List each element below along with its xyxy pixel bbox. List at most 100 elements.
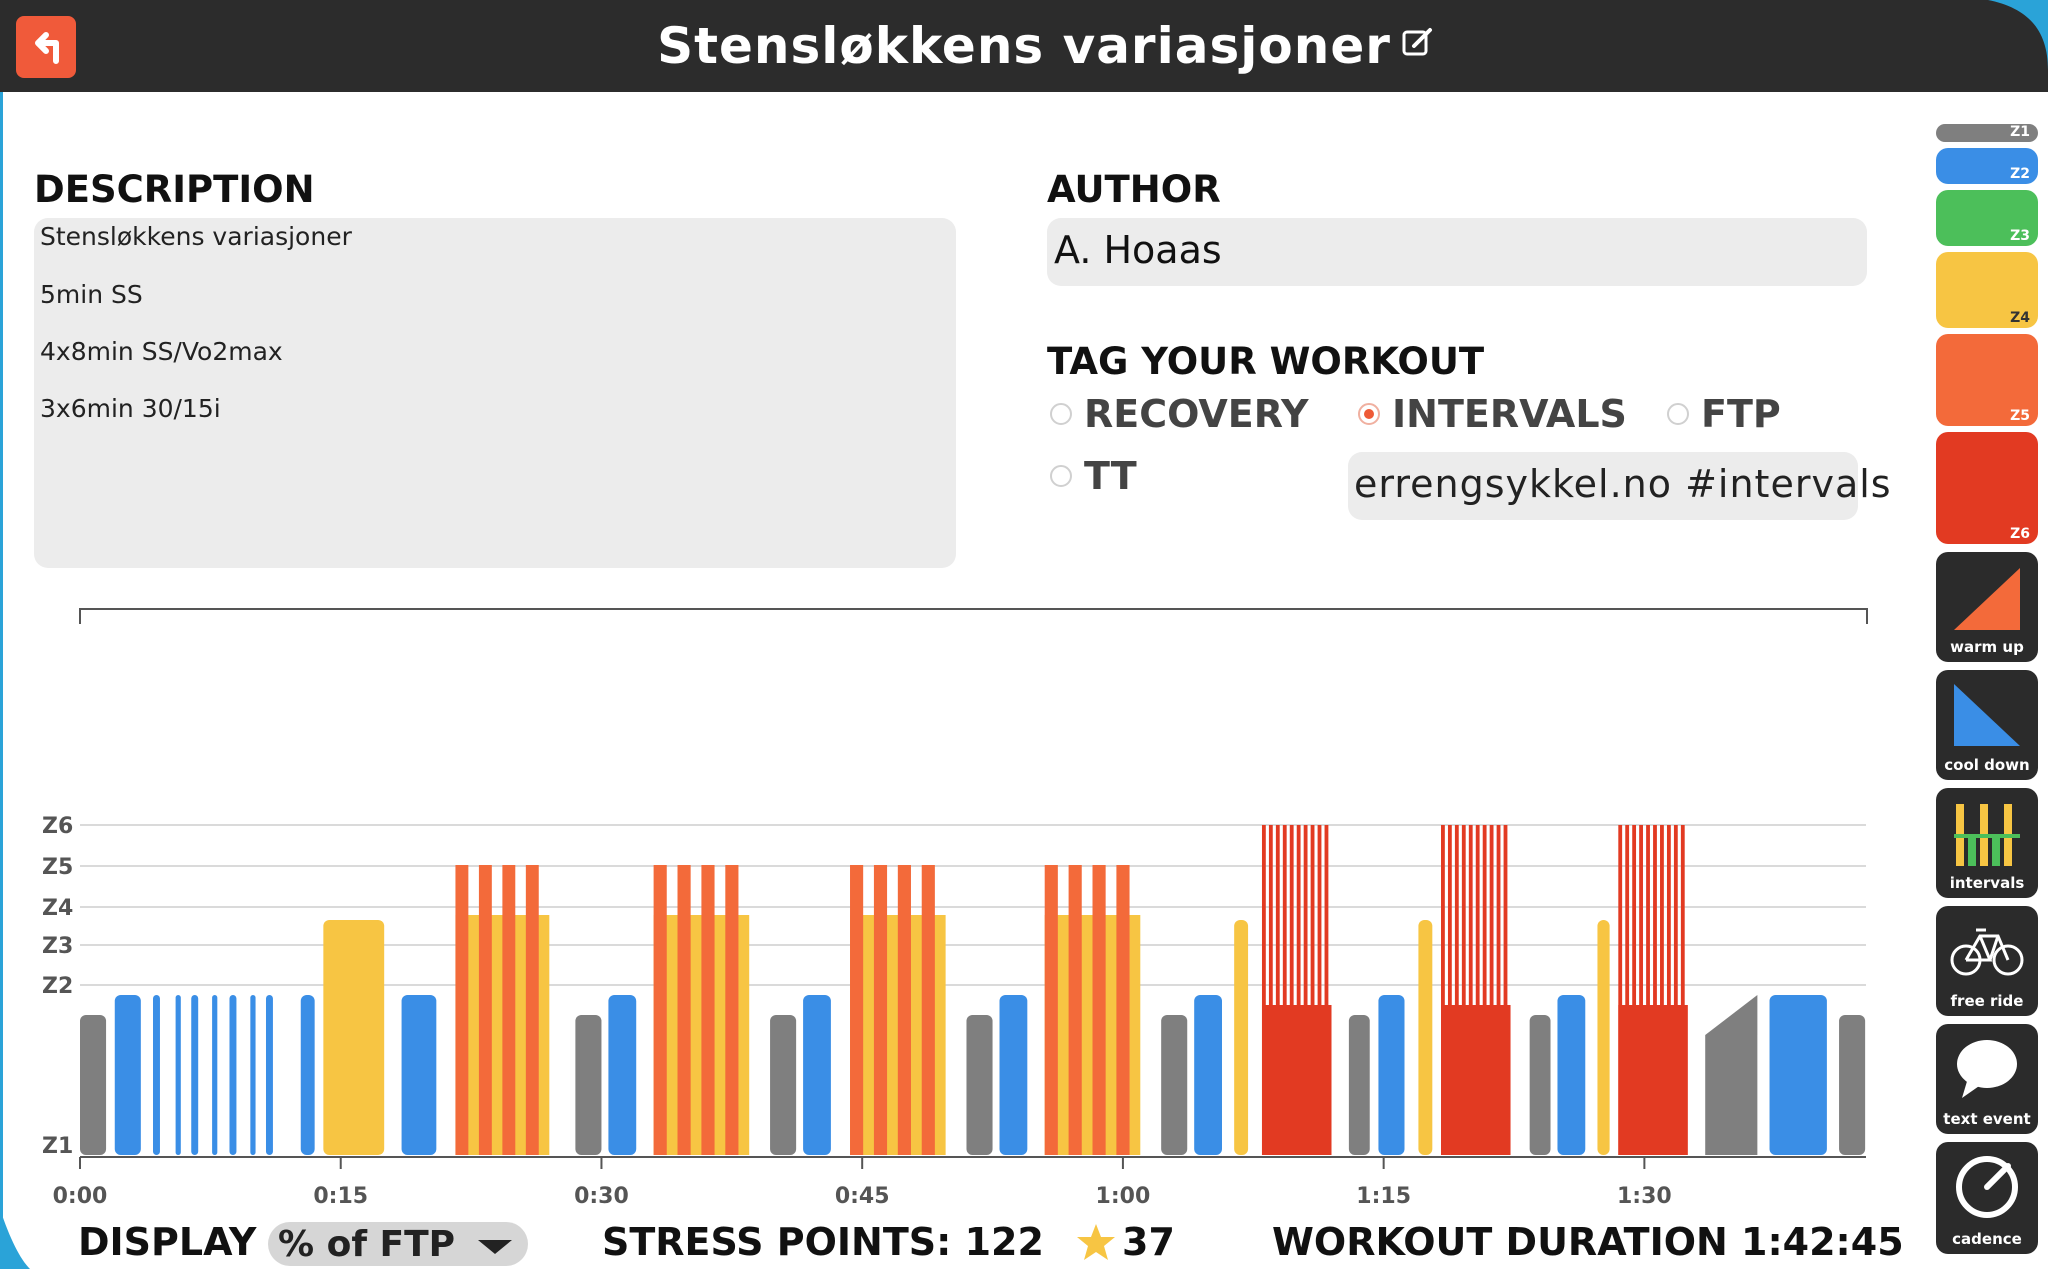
author-input[interactable] [1047, 218, 1867, 286]
workout-block-bar[interactable] [153, 995, 160, 1155]
interval-bar[interactable] [1310, 825, 1315, 1155]
workout-block-bar[interactable] [191, 995, 199, 1155]
workout-block-bar[interactable] [1557, 995, 1586, 1155]
workout-block-bar[interactable] [1378, 995, 1405, 1155]
interval-bar[interactable] [1282, 825, 1287, 1155]
interval-bar[interactable] [850, 865, 864, 1155]
chart-scroll-track[interactable] [80, 608, 1868, 610]
interval-bar[interactable] [1261, 825, 1266, 1155]
tool-label: intervals [1949, 874, 2025, 892]
workout-block-bar[interactable] [803, 995, 831, 1155]
workout-block-bar[interactable] [114, 995, 141, 1155]
workout-block-bar[interactable] [1234, 920, 1249, 1155]
cadence-button[interactable]: cadence [1936, 1142, 2038, 1254]
workout-block-bar[interactable] [80, 1015, 107, 1155]
workout-block-bar[interactable] [1529, 1015, 1551, 1155]
interval-bar[interactable] [478, 865, 492, 1155]
zone-z1-button[interactable]: Z1 [1936, 124, 2038, 142]
interval-bar[interactable] [701, 865, 715, 1155]
workout-block-bar[interactable] [966, 1015, 993, 1155]
workout-block-bar[interactable] [1161, 1015, 1188, 1155]
interval-bar[interactable] [897, 865, 911, 1155]
interval-bar[interactable] [1289, 825, 1294, 1155]
intervals-button[interactable]: intervals [1936, 788, 2038, 898]
interval-bar[interactable] [653, 865, 667, 1155]
interval-bar[interactable] [1317, 825, 1322, 1155]
interval-bar[interactable] [1646, 825, 1650, 1155]
workout-block-bar[interactable] [229, 995, 237, 1155]
workout-block-bar[interactable] [1769, 995, 1827, 1155]
text-event-button[interactable]: text event [1936, 1024, 2038, 1134]
interval-bar[interactable] [1680, 825, 1685, 1155]
interval-bar[interactable] [1666, 825, 1671, 1155]
workout-block-bar[interactable] [323, 920, 385, 1155]
interval-bar[interactable] [1116, 865, 1130, 1155]
interval-bar[interactable] [1639, 825, 1643, 1155]
interval-bar[interactable] [677, 865, 691, 1155]
tag-option-intervals[interactable]: INTERVALS [1358, 392, 1627, 436]
interval-bar[interactable] [725, 865, 739, 1155]
workout-block-bar[interactable] [1348, 1015, 1370, 1155]
workout-block-bar[interactable] [250, 995, 256, 1155]
tag-option-recovery[interactable]: RECOVERY [1050, 392, 1308, 436]
interval-bar[interactable] [1068, 865, 1082, 1155]
interval-bar[interactable] [1660, 825, 1664, 1155]
interval-bar[interactable] [1482, 825, 1487, 1155]
zone-z4-button[interactable]: Z4 [1936, 252, 2038, 328]
workout-block-bar[interactable] [175, 995, 181, 1155]
back-button[interactable] [16, 16, 76, 78]
warm-up-button[interactable]: warm up [1936, 552, 2038, 662]
workout-chart[interactable]: Z1 Z2 Z3 Z4 Z5 Z6 0:00 0:15 0:30 0:45 1:00 1:15 1:30 [0, 800, 1900, 1218]
tag-option-tt[interactable]: TT [1050, 454, 1137, 498]
workout-block-bar[interactable] [401, 995, 437, 1155]
workout-block-bar[interactable] [1597, 920, 1610, 1155]
workout-block-bar[interactable] [1194, 995, 1222, 1155]
interval-bar[interactable] [525, 865, 539, 1155]
zone-z6-button[interactable]: Z6 [1936, 432, 2038, 544]
workout-block-bar[interactable] [300, 995, 315, 1155]
interval-bar[interactable] [1673, 825, 1678, 1155]
description-textarea[interactable] [34, 218, 956, 568]
interval-bar[interactable] [1503, 825, 1508, 1155]
interval-bar[interactable] [1268, 825, 1273, 1155]
zone-z2-button[interactable]: Z2 [1936, 148, 2038, 184]
interval-bar[interactable] [1303, 825, 1308, 1155]
interval-bar[interactable] [873, 865, 888, 1155]
interval-bar[interactable] [1324, 825, 1329, 1155]
interval-bar[interactable] [1468, 825, 1473, 1155]
interval-bar[interactable] [1447, 825, 1452, 1155]
interval-bar[interactable] [1475, 825, 1480, 1155]
interval-bar[interactable] [1618, 825, 1623, 1155]
tag-text-input[interactable] [1348, 452, 1858, 520]
interval-bar[interactable] [1092, 865, 1106, 1155]
interval-bar[interactable] [455, 865, 469, 1155]
interval-bar[interactable] [502, 865, 516, 1155]
interval-bar[interactable] [1489, 825, 1494, 1155]
workout-block-bar[interactable] [575, 1015, 602, 1155]
zone-z5-button[interactable]: Z5 [1936, 334, 2038, 426]
tag-option-ftp[interactable]: FTP [1667, 392, 1781, 436]
edit-icon[interactable] [1400, 24, 1436, 60]
interval-bar[interactable] [1625, 825, 1630, 1155]
interval-bar[interactable] [1441, 825, 1445, 1155]
workout-block-bar[interactable] [1839, 1015, 1866, 1155]
interval-bar[interactable] [1044, 865, 1058, 1155]
workout-block-bar[interactable] [265, 995, 273, 1155]
workout-block-bar[interactable] [1418, 920, 1433, 1155]
free-ride-button[interactable]: free ride [1936, 906, 2038, 1016]
interval-bar[interactable] [1461, 825, 1466, 1155]
workout-block-bar[interactable] [212, 995, 218, 1155]
interval-bar[interactable] [1454, 825, 1459, 1155]
cool-down-button[interactable]: cool down [1936, 670, 2038, 780]
zone-z3-button[interactable]: Z3 [1936, 190, 2038, 246]
interval-bar[interactable] [1296, 825, 1301, 1155]
workout-block-bar[interactable] [770, 1015, 797, 1155]
interval-bar[interactable] [921, 865, 935, 1155]
workout-block-bar[interactable] [608, 995, 637, 1155]
cool-down-bar[interactable] [1705, 995, 1758, 1155]
interval-bar[interactable] [1496, 825, 1501, 1155]
interval-bar[interactable] [1653, 825, 1657, 1155]
interval-bar[interactable] [1632, 825, 1637, 1155]
workout-block-bar[interactable] [999, 995, 1028, 1155]
interval-bar[interactable] [1275, 825, 1280, 1155]
